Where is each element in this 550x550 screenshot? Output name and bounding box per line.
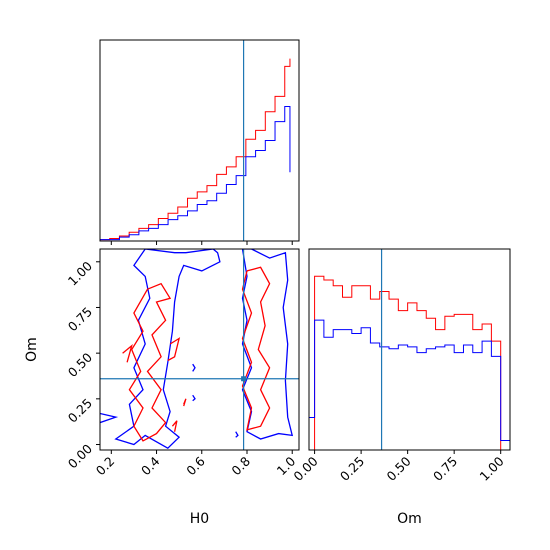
- contour-red-4: [171, 420, 178, 432]
- contour-x-tick-label-3: 0.8: [228, 453, 253, 478]
- om-marginal-histogram: 0.00 0.25 0.50 0.75 1.00 Om: [290, 248, 511, 527]
- x-axis-label-om: Om: [397, 511, 422, 527]
- contour-y-tick-label-1: 0.25: [65, 395, 95, 425]
- h0-hist-series-red: [99, 58, 291, 241]
- truth-point-marker: [241, 376, 247, 382]
- contour-red-5: [183, 398, 187, 407]
- contour-blue-3: [192, 363, 196, 372]
- om-x-tick-label-4: 1.00: [477, 453, 507, 483]
- contour-frame: [99, 248, 300, 451]
- contour-red-2: [167, 337, 181, 362]
- contour-blue-0: [114, 249, 221, 450]
- contour-red-1: [241, 266, 271, 431]
- h0-hist-series-blue: [99, 106, 291, 241]
- contour-blue-4: [192, 394, 196, 402]
- contour-red-0: [128, 282, 172, 442]
- contour-x-tick-label-2: 0.6: [183, 453, 208, 478]
- om-x-tick-label-3: 0.75: [430, 454, 460, 484]
- om-marginal-frame: [308, 248, 511, 451]
- om-x-tick-label-2: 0.50: [383, 453, 413, 483]
- contour-blue-5: [235, 431, 239, 438]
- y-axis-label-om: Om: [24, 337, 40, 362]
- contour-x-tick-label-0: 0.2: [93, 454, 118, 479]
- contour-blue-1: [241, 249, 294, 440]
- h0-marginal-histogram: [99, 39, 300, 245]
- contour-layer: [100, 249, 294, 450]
- contour-x-tick-label-1: 0.4: [138, 453, 163, 478]
- x-axis-label-h0: H0: [190, 511, 209, 527]
- om-x-tick-label-1: 0.25: [337, 454, 367, 484]
- contour-red-3: [122, 344, 133, 363]
- om-hist-series-blue: [308, 319, 511, 450]
- om-x-tick-label-0: 0.00: [290, 453, 320, 483]
- contour-y-tick-label-3: 0.75: [65, 304, 95, 334]
- om-hist-series-red: [309, 275, 510, 451]
- h0-marginal-frame: [99, 39, 300, 242]
- contour-blue-2: [100, 412, 119, 424]
- contour-y-tick-label-0: 0.00: [65, 441, 95, 471]
- contour-y-tick-label-4: 1.00: [65, 258, 95, 288]
- contour-y-tick-label-2: 0.50: [65, 350, 95, 380]
